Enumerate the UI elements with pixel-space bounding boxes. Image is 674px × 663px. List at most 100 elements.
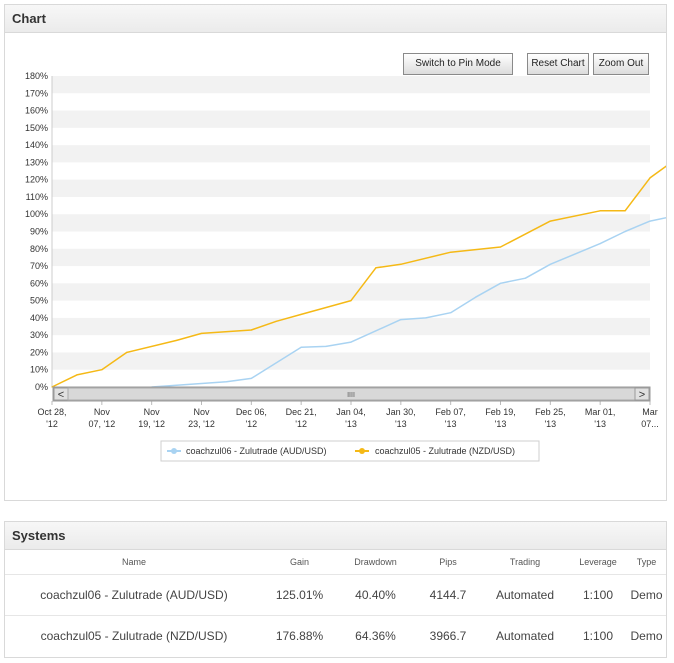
zoom-out-button[interactable]: Zoom Out (593, 53, 649, 75)
x-tick-label: 07, '12 (88, 419, 115, 429)
grid-band (52, 248, 650, 267)
system-trading: Automated (495, 628, 555, 643)
data-point (624, 230, 626, 233)
x-tick-label: Feb 25, (535, 407, 566, 417)
data-point (624, 210, 626, 212)
y-tick-label: 70% (30, 261, 48, 271)
y-tick-label: 180% (25, 71, 48, 81)
data-point (250, 377, 252, 379)
data-point (524, 277, 527, 279)
grid-band (52, 145, 650, 163)
chart-scrollbar[interactable]: < IIII > (52, 386, 651, 402)
x-tick-label: Mar 01, (585, 407, 616, 417)
scroll-right-button[interactable] (634, 387, 650, 401)
x-tick-label: '13 (495, 419, 507, 429)
data-point (450, 251, 452, 253)
data-point (225, 381, 228, 383)
data-point (250, 329, 252, 331)
data-point (275, 320, 277, 322)
system-gain: 176.88% (275, 628, 324, 643)
chart-legend: coachzul06 - Zulutrade (AUD/USD) coachzu… (160, 440, 540, 462)
data-point (76, 374, 78, 376)
y-tick-label: 140% (25, 140, 48, 150)
system-pips: 4144.7 (415, 574, 481, 616)
legend-item-nzd[interactable]: coachzul05 - Zulutrade (NZD/USD) (355, 446, 515, 456)
series-line-aud[interactable] (151, 185, 666, 388)
column-header-drawdown[interactable]: Drawdown (336, 550, 415, 575)
column-header-gain[interactable]: Gain (263, 550, 336, 575)
data-point (51, 386, 53, 388)
y-tick-label: 20% (30, 347, 48, 357)
scroll-left-arrow-icon: < (58, 389, 64, 401)
x-tick-label: Feb 19, (485, 407, 516, 417)
x-tick-label: Nov (144, 407, 161, 417)
system-name[interactable]: coachzul06 - Zulutrade (AUD/USD) (5, 574, 263, 616)
y-tick-label: 120% (25, 175, 48, 185)
column-header-pips[interactable]: Pips (415, 550, 481, 575)
switch-to-pin-mode-button[interactable]: Switch to Pin Mode (403, 53, 513, 75)
y-tick-label: 50% (30, 296, 48, 306)
x-tick-label: Jan 04, (336, 407, 366, 417)
system-name[interactable]: coachzul05 - Zulutrade (NZD/USD) (40, 628, 228, 643)
system-drawdown: 40.40% (336, 574, 415, 616)
data-point (400, 263, 402, 265)
series-line-nzd[interactable] (51, 85, 666, 388)
y-tick-label: 0% (35, 382, 48, 392)
systems-panel-title: Systems (5, 522, 666, 550)
y-tick-label: 170% (25, 88, 48, 98)
legend-item-aud[interactable]: coachzul06 - Zulutrade (AUD/USD) (167, 446, 327, 456)
data-point (649, 220, 651, 222)
column-header-trading[interactable]: Trading (481, 550, 569, 575)
data-point (549, 220, 551, 222)
legend-label-nzd: coachzul05 - Zulutrade (NZD/USD) (375, 446, 515, 456)
systems-panel: Systems Name Gain Drawdown Pips Trading … (4, 521, 667, 658)
x-tick-label: Nov (94, 407, 111, 417)
series-layer (51, 85, 666, 388)
data-point (300, 346, 302, 348)
x-tick-label: '12 (295, 419, 307, 429)
grid-band (52, 76, 650, 94)
data-point (325, 345, 327, 347)
y-tick-label: 40% (30, 313, 48, 323)
x-tick-label: Jan 30, (386, 407, 416, 417)
systems-table: Name Gain Drawdown Pips Trading Leverage… (5, 550, 666, 656)
x-tick-label: '13 (345, 419, 357, 429)
system-leverage: 1:100 (582, 628, 614, 643)
column-header-leverage[interactable]: Leverage (569, 550, 627, 575)
grid-band (52, 179, 650, 197)
y-tick-label: 150% (25, 123, 48, 133)
line-chart[interactable]: 0% 10% 20% 30% 40% 50% 60% 70% 80% 90% 100% 110% 120… (5, 69, 666, 489)
system-drawdown: 64.36% (355, 628, 396, 643)
x-tick-label: Dec 06, (236, 407, 267, 417)
data-point (300, 313, 302, 316)
grid-band (52, 110, 650, 128)
scroll-grip-icon: IIII (347, 392, 355, 399)
system-type: Demo (627, 574, 666, 616)
data-point (499, 246, 502, 248)
reset-chart-button[interactable]: Reset Chart (527, 53, 589, 75)
y-axis: 0% 10% 20% 30% 40% 50% 60% 70% 80% 90% 100% 110% 120… (25, 71, 53, 392)
data-point (175, 339, 178, 341)
chart-panel: Chart Switch to Pin Mode Reset Chart Zoo… (4, 4, 667, 501)
data-point (499, 282, 502, 284)
x-tick-label: 07... (641, 419, 659, 429)
data-point (350, 300, 352, 302)
x-tick-label: 19, '12 (138, 419, 165, 429)
table-row[interactable]: coachzul05 - Zulutrade (NZD/USD) 176.88%… (5, 615, 666, 656)
data-point (350, 341, 352, 343)
x-tick-label: 23, '12 (188, 419, 215, 429)
y-tick-label: 100% (25, 209, 48, 219)
x-tick-label: Oct 28, (37, 407, 66, 417)
x-tick-label: '13 (594, 419, 606, 429)
y-tick-label: 90% (30, 227, 48, 237)
data-point (599, 210, 601, 212)
column-header-name[interactable]: Name (5, 550, 263, 575)
x-tick-label: '12 (46, 419, 58, 429)
column-header-type[interactable]: Type (627, 550, 666, 575)
data-point (200, 332, 203, 335)
x-tick-label: Feb 07, (435, 407, 466, 417)
system-trading: Automated (481, 574, 569, 616)
table-row[interactable]: coachzul06 - Zulutrade (AUD/USD) 125.01%… (5, 574, 666, 616)
scroll-right-arrow-icon: > (639, 389, 645, 401)
x-tick-label: '12 (245, 419, 257, 429)
